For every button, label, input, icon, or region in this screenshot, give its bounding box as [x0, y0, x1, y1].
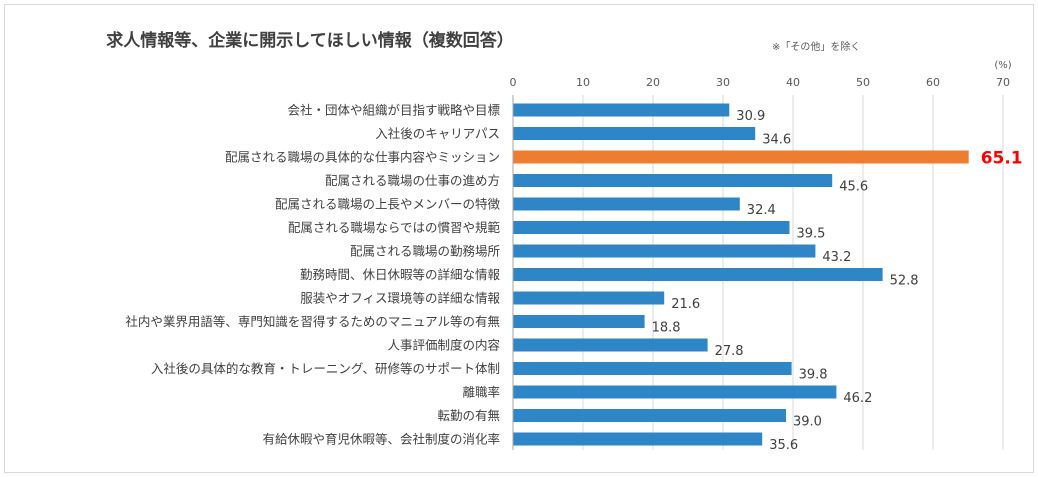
category-label: 服装やオフィス環境等の詳細な情報	[300, 291, 500, 306]
bar	[513, 315, 645, 328]
data-label: 34.6	[762, 133, 791, 148]
bar	[513, 362, 792, 375]
bar	[513, 127, 756, 140]
data-label: 32.4	[747, 203, 776, 218]
bar	[513, 197, 740, 211]
bar	[513, 291, 665, 305]
bar	[513, 221, 790, 234]
data-label: 39.0	[793, 415, 822, 430]
bar	[513, 103, 730, 117]
category-label: 配属される職場の上長やメンバーの特徴	[275, 197, 501, 212]
chart-title: 求人情報等、企業に開示してほしい情報（複数回答）	[106, 31, 514, 51]
category-label: 配属される職場の勤務場所	[350, 244, 500, 259]
bar	[513, 432, 763, 446]
data-label: 52.8	[890, 274, 919, 289]
category-label: 人事評価制度の内容	[387, 338, 500, 353]
axis-unit-label: (%)	[994, 60, 1011, 71]
x-tick-label: 60	[926, 76, 940, 89]
data-label: 30.9	[736, 109, 765, 124]
data-label: 46.2	[843, 391, 872, 406]
category-label: 離職率	[462, 385, 500, 400]
bar	[513, 385, 837, 399]
x-tick-label: 30	[716, 76, 730, 89]
bar	[513, 409, 786, 422]
category-label: 配属される職場の具体的な仕事内容やミッション	[225, 150, 500, 165]
data-label: 21.6	[671, 297, 700, 312]
category-label: 入社後の具体的な教育・トレーニング、研修等のサポート体制	[151, 361, 500, 376]
x-tick-label: 50	[856, 76, 870, 89]
data-label: 35.6	[769, 438, 798, 453]
data-label: 27.8	[715, 344, 744, 359]
data-label: 39.8	[799, 368, 828, 383]
chart-note: ※「その他」を除く	[772, 42, 861, 53]
bar	[513, 244, 816, 258]
category-label: 会社・団体や組織が目指す戦略や目標	[287, 103, 500, 118]
x-tick-label: 10	[576, 76, 590, 89]
data-label: 65.1	[981, 149, 1023, 169]
category-label: 社内や業界用語等、専門知識を習得するためのマニュアル等の有無	[125, 314, 500, 329]
x-tick-label: 20	[646, 76, 660, 89]
data-label: 39.5	[797, 227, 826, 242]
category-label: 有給休暇や育児休暇等、会社制度の消化率	[262, 432, 500, 447]
category-label: 転勤の有無	[437, 408, 500, 423]
data-label: 45.6	[839, 180, 868, 195]
x-tick-label: 0	[510, 76, 517, 89]
bar	[513, 268, 883, 281]
category-label: 入社後のキャリアパス	[375, 126, 500, 141]
category-label: 配属される職場の仕事の進め方	[325, 173, 500, 188]
x-tick-label: 70	[996, 76, 1010, 89]
category-label: 勤務時間、休日休暇等の詳細な情報	[300, 267, 501, 282]
data-label: 43.2	[822, 250, 851, 265]
bar	[513, 338, 708, 352]
bar	[513, 174, 833, 187]
bar	[513, 150, 969, 164]
x-tick-label: 40	[786, 76, 800, 89]
data-label: 18.8	[652, 321, 681, 336]
category-label: 配属される職場ならではの慣習や規範	[288, 220, 501, 235]
